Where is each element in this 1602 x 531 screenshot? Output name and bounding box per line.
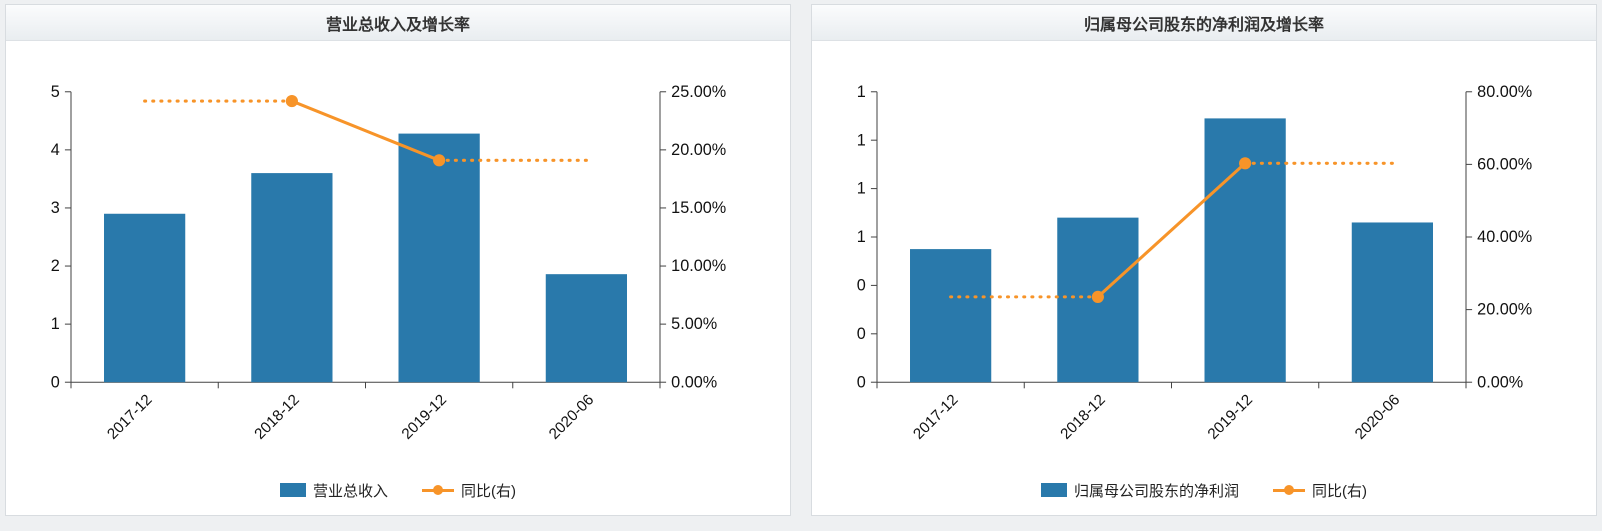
revenue-chart-legend: 营业总收入 同比(右) bbox=[6, 480, 790, 501]
svg-text:2020-06: 2020-06 bbox=[546, 391, 598, 443]
svg-text:0.00%: 0.00% bbox=[671, 373, 717, 391]
line-legend-icon bbox=[1273, 483, 1305, 497]
line-legend-label: 同比(右) bbox=[1312, 482, 1367, 500]
bar-legend-label: 归属母公司股东的净利润 bbox=[1073, 482, 1239, 500]
line-legend-label: 同比(右) bbox=[461, 482, 516, 500]
svg-text:60.00%: 60.00% bbox=[1477, 155, 1532, 173]
svg-text:1: 1 bbox=[857, 83, 866, 101]
net-profit-chart-canvas[interactable]: 0 0 0 1 1 1 1 0.00% 20.00% 40.00% 60.00% 80.00% 2017… bbox=[812, 41, 1596, 478]
svg-text:5: 5 bbox=[51, 83, 60, 101]
svg-text:0: 0 bbox=[857, 325, 866, 343]
svg-text:2017-12: 2017-12 bbox=[910, 391, 962, 443]
net-profit-chart-legend: 归属母公司股东的净利润 同比(右) bbox=[812, 480, 1596, 501]
svg-text:0: 0 bbox=[857, 373, 866, 391]
svg-text:1: 1 bbox=[51, 315, 60, 333]
legend-item-net-profit-bars[interactable]: 归属母公司股东的净利润 bbox=[1040, 480, 1239, 501]
svg-text:0: 0 bbox=[857, 276, 866, 294]
svg-text:15.00%: 15.00% bbox=[671, 199, 726, 217]
legend-item-yoy-line[interactable]: 同比(右) bbox=[422, 480, 516, 501]
svg-text:80.00%: 80.00% bbox=[1477, 83, 1532, 101]
svg-text:4: 4 bbox=[51, 141, 60, 159]
svg-text:2018-12: 2018-12 bbox=[1057, 391, 1109, 443]
svg-text:20.00%: 20.00% bbox=[671, 141, 726, 159]
svg-text:10.00%: 10.00% bbox=[671, 257, 726, 275]
svg-text:2019-12: 2019-12 bbox=[399, 391, 451, 443]
svg-text:2017-12: 2017-12 bbox=[104, 391, 156, 443]
bar-legend-swatch bbox=[279, 483, 306, 498]
svg-text:0: 0 bbox=[51, 373, 60, 391]
svg-text:2020-06: 2020-06 bbox=[1352, 391, 1404, 443]
legend-item-yoy-line[interactable]: 同比(右) bbox=[1273, 480, 1367, 501]
revenue-chart-canvas[interactable]: 0 1 2 3 4 5 0.00% 5.00% 10.00% 15.00% 20.00% 25.00%… bbox=[6, 41, 790, 478]
svg-text:40.00%: 40.00% bbox=[1477, 228, 1532, 246]
revenue-chart-title: 营业总收入及增长率 bbox=[6, 5, 790, 41]
svg-text:2019-12: 2019-12 bbox=[1205, 391, 1257, 443]
bar-legend-swatch bbox=[1040, 483, 1067, 498]
svg-text:25.00%: 25.00% bbox=[671, 83, 726, 101]
svg-text:1: 1 bbox=[857, 131, 866, 149]
line-legend-icon bbox=[422, 483, 454, 497]
net-profit-chart-title: 归属母公司股东的净利润及增长率 bbox=[812, 5, 1596, 41]
svg-text:0.00%: 0.00% bbox=[1477, 373, 1523, 391]
legend-item-revenue-bars[interactable]: 营业总收入 bbox=[279, 480, 388, 501]
net-profit-chart-panel: 归属母公司股东的净利润及增长率 0 0 0 1 1 1 1 0.00% 20.00% 40.00%… bbox=[811, 4, 1597, 516]
svg-text:5.00%: 5.00% bbox=[671, 315, 717, 333]
revenue-chart-panel: 营业总收入及增长率 0 1 2 3 4 5 0.00% 5.00% 10.00% 15.00% 20… bbox=[5, 4, 791, 516]
bar-legend-label: 营业总收入 bbox=[312, 482, 388, 500]
svg-text:2018-12: 2018-12 bbox=[251, 391, 303, 443]
svg-text:1: 1 bbox=[857, 180, 866, 198]
svg-text:2: 2 bbox=[51, 257, 60, 275]
svg-text:1: 1 bbox=[857, 228, 866, 246]
chart-panels-row: 营业总收入及增长率 0 1 2 3 4 5 0.00% 5.00% 10.00% 15.00% 20… bbox=[5, 4, 1597, 516]
svg-text:3: 3 bbox=[51, 199, 60, 217]
svg-text:20.00%: 20.00% bbox=[1477, 301, 1532, 319]
